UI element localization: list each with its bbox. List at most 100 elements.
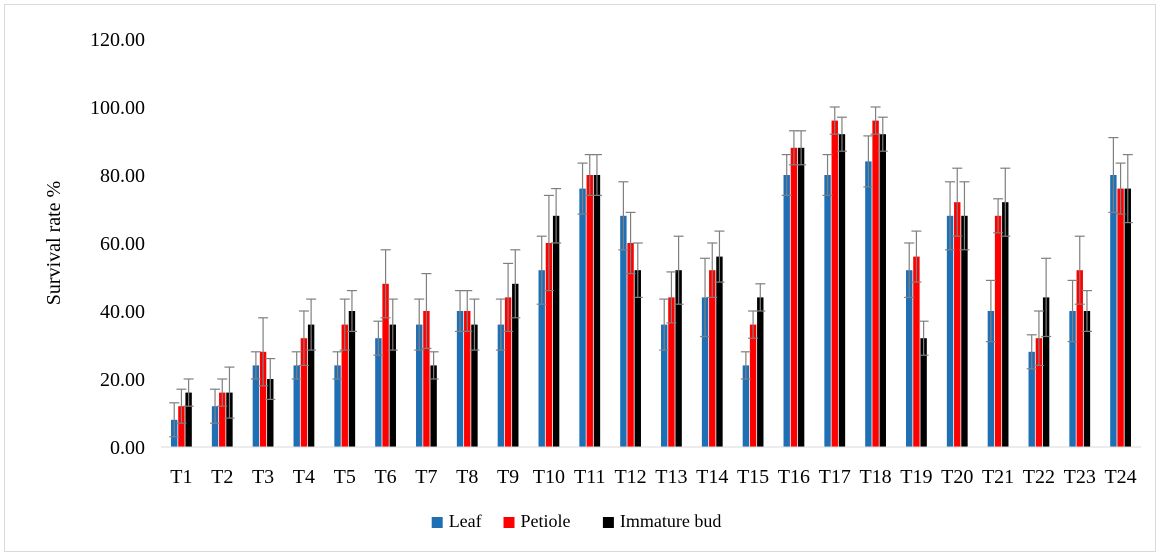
x-tick-label: T1 [170, 466, 192, 488]
bar-leaf-t15 [742, 365, 750, 447]
error-bar-leaf-t2 [210, 388, 221, 424]
error-bar-petiole-t6 [380, 249, 391, 319]
bar-petiole-t2 [219, 392, 226, 447]
y-tick-label: 100.00 [90, 97, 145, 119]
error-bar-petiole-t21 [993, 198, 1004, 234]
x-tick-label: T6 [374, 466, 396, 488]
legend-swatch [431, 517, 443, 528]
bar-leaf-t8 [456, 311, 464, 447]
error-bar-petiole-t19 [911, 230, 922, 283]
bar-leaf-t13 [661, 324, 668, 447]
y-axis-ticks: 0.00 20.00 40.00 60.00 80.00 100.00 120.00 [90, 29, 145, 459]
bar-leaf-t21 [987, 311, 995, 447]
bar-leaf-t2 [211, 406, 219, 447]
error-bar-immature-bud-t20 [959, 181, 970, 251]
legend-label: Leaf [449, 511, 482, 531]
bar-petiole-t23 [1076, 270, 1083, 447]
x-tick-label: T3 [252, 466, 274, 488]
bar-leaf-t23 [1069, 311, 1076, 447]
error-bar-leaf-t3 [250, 351, 261, 380]
error-bar-petiole-t1 [176, 388, 187, 424]
bar-petiole-t4 [300, 338, 308, 447]
error-bar-petiole-t8 [462, 290, 473, 332]
error-bar-leaf-t1 [169, 402, 180, 438]
x-tick-label: T9 [497, 466, 519, 488]
bar-petiole-t11 [586, 175, 593, 447]
bar-petiole-t20 [954, 202, 961, 447]
y-axis-label: Survival rate % [43, 181, 65, 305]
error-bar-leaf-t21 [985, 279, 996, 343]
error-bar-immature-bud-t6 [387, 298, 398, 351]
error-bar-leaf-t23 [1067, 279, 1078, 343]
legend-label: Immature bud [620, 511, 721, 531]
legend-item-leaf: Leaf [431, 511, 482, 531]
bar-immature-bud-t20 [961, 215, 968, 447]
error-bar-immature-bud-t23 [1081, 290, 1092, 332]
bar-immature-bud-t18 [879, 134, 886, 447]
bar-leaf-t12 [620, 215, 627, 447]
bar-petiole-t5 [341, 324, 348, 447]
error-bar-immature-bud-t1 [183, 378, 194, 407]
bar-immature-bud-t5 [348, 311, 356, 447]
error-bar-leaf-t15 [740, 351, 751, 380]
bar-petiole-t13 [668, 297, 675, 447]
bar-leaf-t3 [252, 365, 260, 447]
error-bar-immature-bud-t13 [673, 235, 684, 305]
x-tick-label: T19 [900, 466, 932, 488]
x-tick-label: T8 [456, 466, 478, 488]
bar-immature-bud-t16 [797, 147, 805, 448]
error-bar-immature-bud-t22 [1041, 257, 1052, 338]
bar-immature-bud-t23 [1083, 311, 1091, 447]
error-bar-leaf-t14 [700, 257, 711, 338]
x-tick-label: T4 [293, 466, 315, 488]
error-bar-petiole-t2 [217, 378, 228, 407]
bar-immature-bud-t15 [757, 297, 764, 447]
error-bar-leaf-t4 [291, 351, 302, 380]
error-bar-leaf-t5 [332, 351, 343, 380]
bar-leaf-t14 [701, 297, 709, 447]
bar-immature-bud-t24 [1124, 188, 1131, 447]
bar-immature-bud-t14 [716, 256, 723, 447]
bar-petiole-t12 [627, 243, 634, 447]
error-bar-petiole-t5 [339, 298, 350, 351]
error-bar-immature-bud-t4 [306, 298, 317, 351]
error-bar-immature-bud-t16 [796, 130, 807, 166]
chart-frame: 0.00 20.00 40.00 60.00 80.00 100.00 120.00 T1 T… [4, 4, 1156, 552]
bar-immature-bud-t4 [307, 324, 315, 447]
error-bar-leaf-t6 [373, 320, 384, 356]
bar-petiole-t24 [1117, 188, 1124, 447]
error-bar-petiole-t15 [748, 310, 759, 339]
bar-immature-bud-t22 [1042, 297, 1050, 447]
bar-immature-bud-t21 [1002, 202, 1009, 447]
legend-item-petiole: Petiole [503, 511, 571, 531]
error-bar-leaf-t19 [904, 242, 915, 298]
error-bar-immature-bud-t10 [551, 188, 562, 244]
bar-immature-bud-t19 [920, 338, 927, 447]
error-bar-petiole-t13 [666, 271, 677, 324]
bar-immature-bud-t12 [634, 270, 641, 447]
error-bar-leaf-t18 [863, 135, 874, 188]
bar-petiole-t10 [545, 243, 553, 447]
error-bar-petiole-t14 [707, 242, 718, 298]
x-tick-label: T2 [211, 466, 233, 488]
bar-petiole-t21 [994, 215, 1002, 447]
error-bar-petiole-t22 [1033, 310, 1044, 366]
bar-leaf-t7 [416, 324, 423, 447]
bar-immature-bud-t7 [430, 365, 437, 447]
bar-petiole-t1 [178, 406, 185, 447]
x-tick-label: T11 [574, 466, 605, 488]
error-bar-leaf-t7 [414, 298, 425, 351]
x-tick-label: T14 [696, 466, 728, 488]
error-bar-immature-bud-t21 [1000, 167, 1011, 237]
error-bar-immature-bud-t3 [265, 358, 276, 400]
bar-petiole-t3 [259, 351, 267, 447]
bar-immature-bud-t9 [512, 283, 519, 447]
error-bar-petiole-t4 [298, 310, 309, 366]
x-tick-label: T20 [941, 466, 973, 488]
error-bar-petiole-t3 [258, 317, 269, 387]
bar-petiole-t17 [831, 120, 838, 447]
x-tick-label: T18 [859, 466, 891, 488]
y-tick-label: 20.00 [100, 369, 145, 391]
error-bar-petiole-t7 [421, 273, 432, 349]
bar-immature-bud-t1 [185, 392, 192, 447]
